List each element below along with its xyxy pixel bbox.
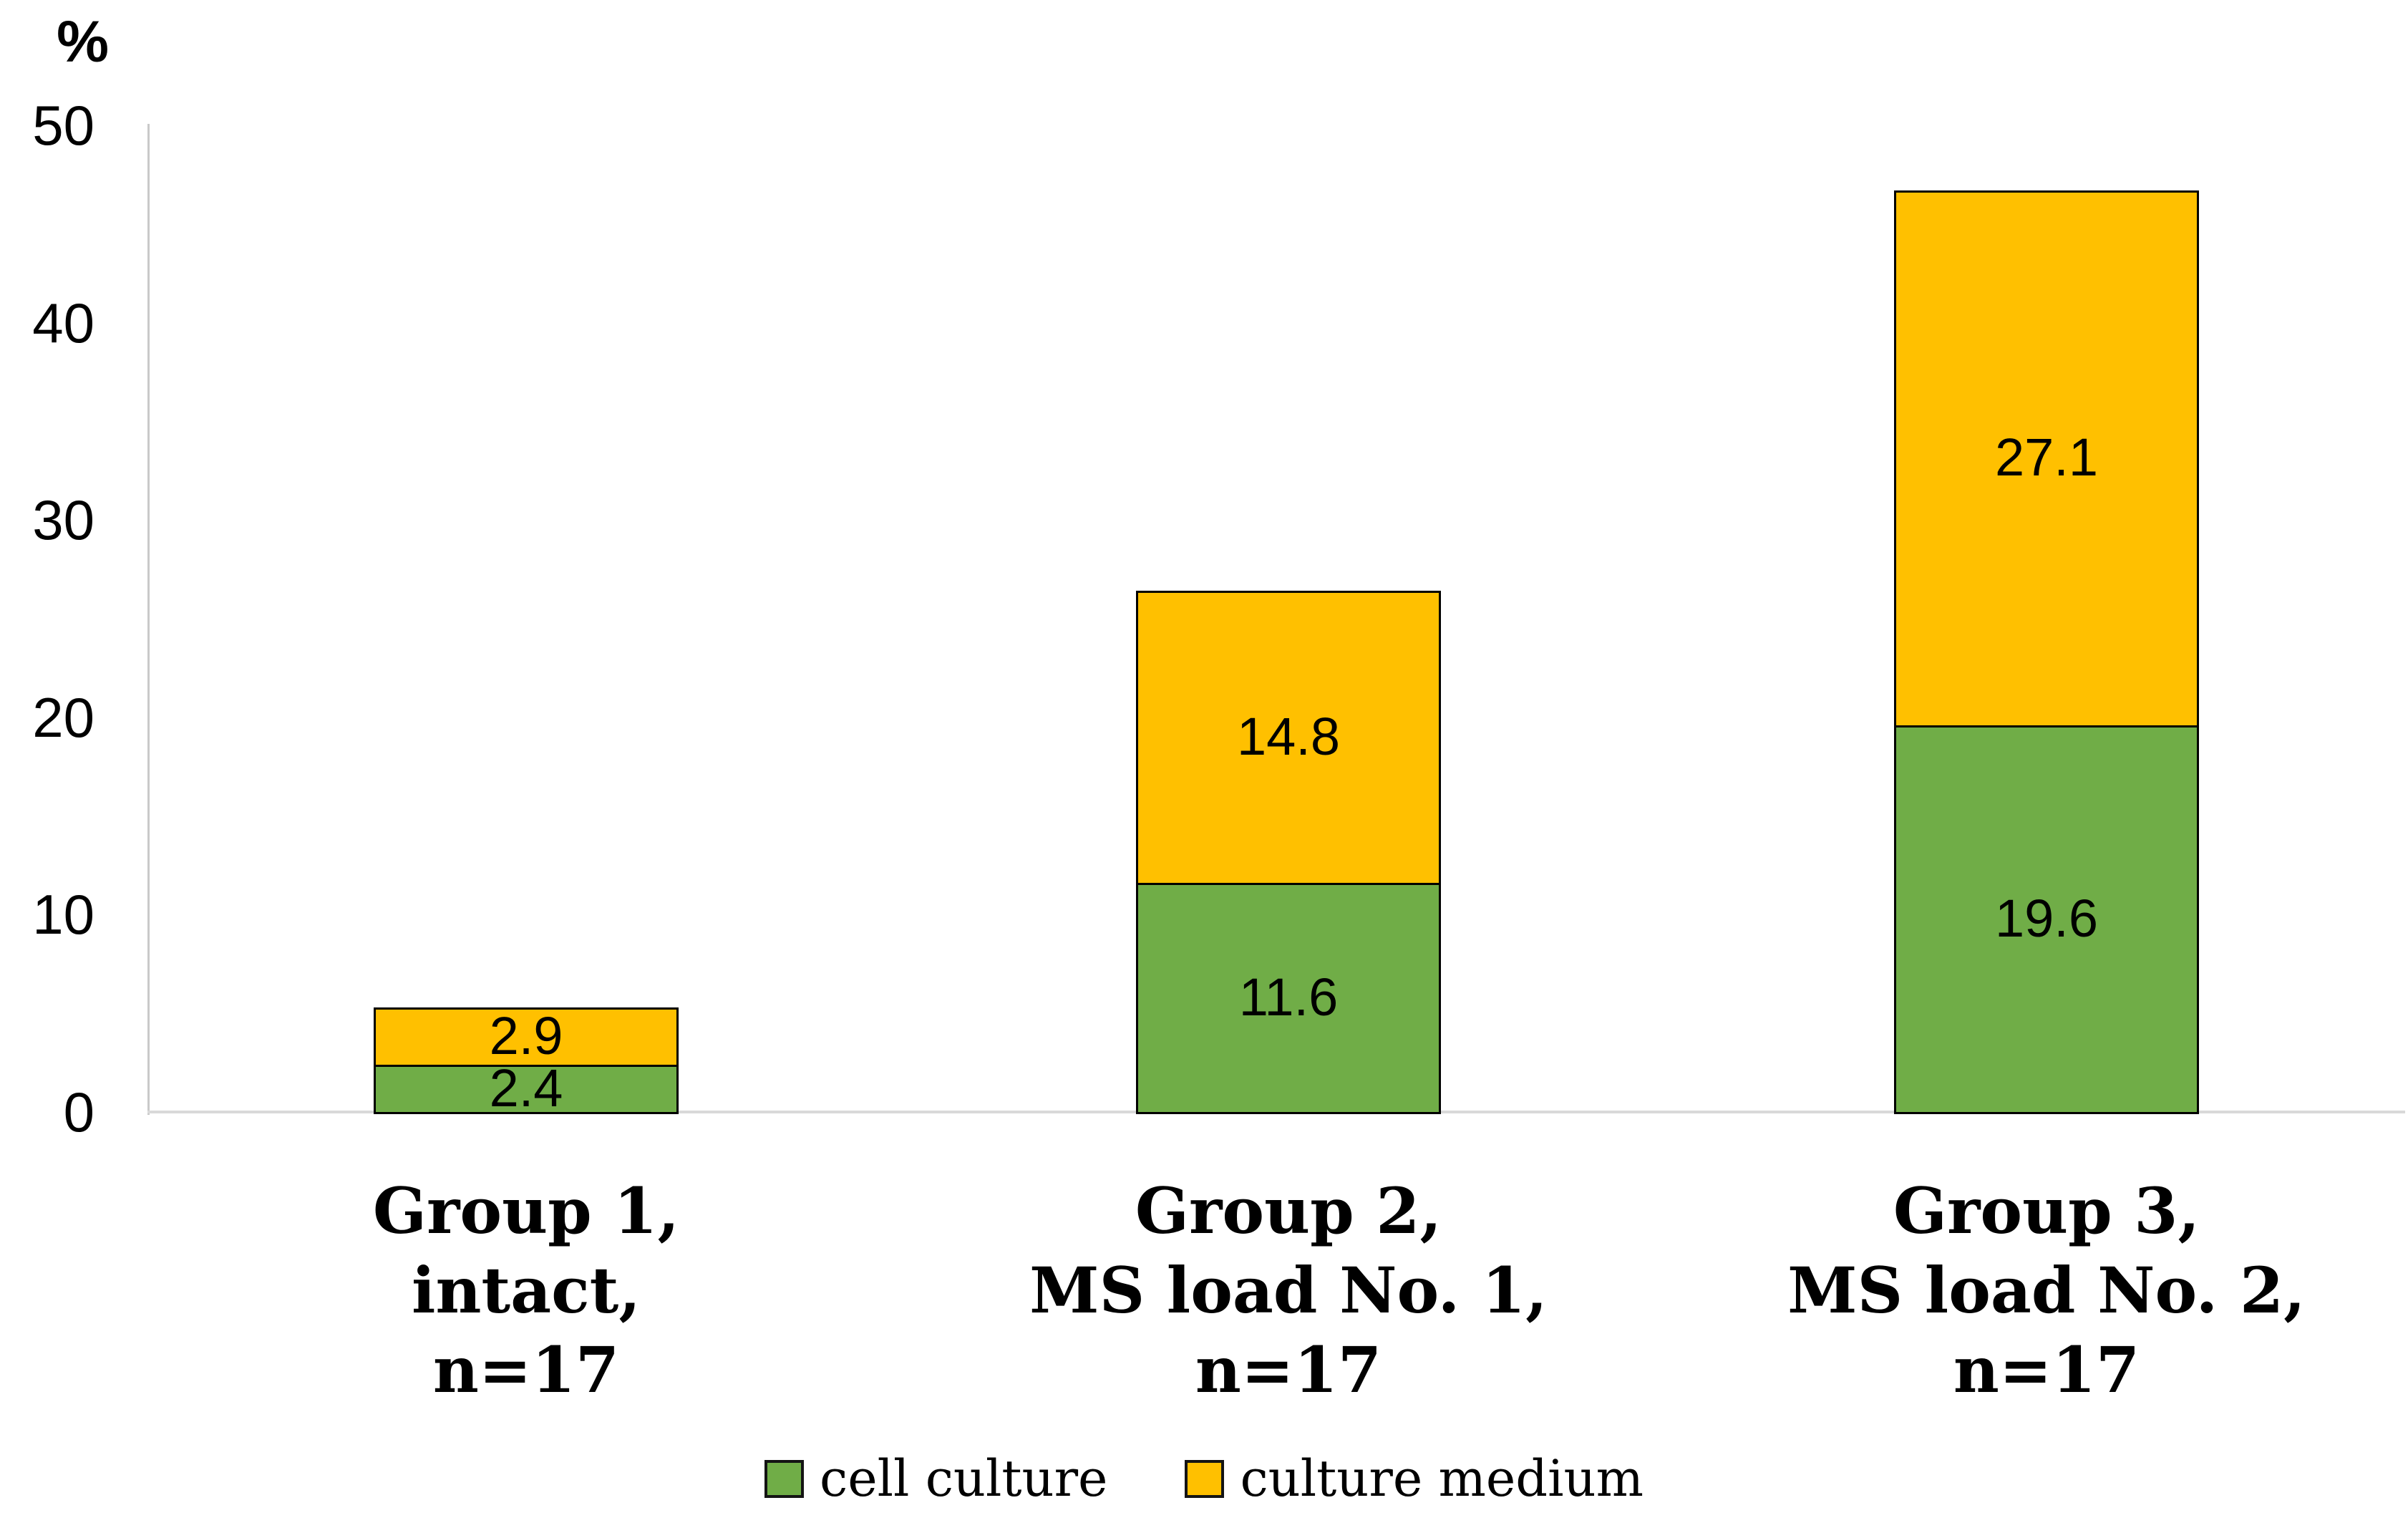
y-axis-tick-label: 0 (63, 1080, 94, 1143)
bar-segment-cell-culture (1894, 725, 2199, 1114)
category-label: Group 2, MS load No. 1, n=17 (908, 1171, 1669, 1410)
legend-item-cell-culture: cell culture (764, 1449, 1107, 1508)
legend-item-culture-medium: culture medium (1185, 1449, 1644, 1508)
legend-swatch-culture-medium (1185, 1459, 1225, 1498)
y-axis-line (147, 124, 150, 1115)
category-label-line: Group 1, (372, 1174, 680, 1248)
y-axis-tick-label: 40 (32, 291, 94, 354)
category-label-line: intact, (412, 1253, 641, 1328)
y-axis-tick-label: 20 (32, 685, 94, 749)
category-label: Group 1, intact, n=17 (146, 1171, 906, 1410)
bar-value-label: 2.9 (489, 1005, 563, 1065)
bar-value-label: 27.1 (1994, 427, 2099, 488)
category-label-line: Group 2, (1135, 1174, 1442, 1248)
bar-value-label: 11.6 (1238, 967, 1339, 1027)
category-label-line: Group 3, (1893, 1174, 2200, 1248)
y-axis-unit-label: % (57, 9, 109, 74)
legend-swatch-cell-culture (764, 1459, 805, 1498)
category-label-line: MS load No. 2, (1787, 1253, 2306, 1328)
y-axis-tick-label: 30 (32, 488, 94, 552)
category-label-line: n=17 (432, 1333, 620, 1407)
category-label-line: n=17 (1195, 1333, 1382, 1407)
bar-segment-culture-medium (1136, 591, 1441, 886)
category-label-line: n=17 (1953, 1333, 2140, 1407)
bar-segment-culture-medium (1894, 190, 2199, 727)
category-label-line: MS load No. 1, (1029, 1253, 1548, 1328)
bar-segment-culture-medium (374, 1007, 679, 1067)
bar-value-label: 2.4 (489, 1058, 563, 1118)
legend: cell culture culture medium (0, 1449, 2408, 1508)
bar-value-label: 14.8 (1236, 707, 1341, 767)
y-axis-tick-label: 10 (32, 883, 94, 947)
category-label: Group 3, MS load No. 2, n=17 (1666, 1171, 2408, 1410)
legend-label: cell culture (820, 1449, 1108, 1508)
legend-label: culture medium (1240, 1449, 1644, 1508)
bar-value-label: 19.6 (1994, 888, 2099, 948)
y-axis-tick-label: 50 (32, 94, 94, 157)
